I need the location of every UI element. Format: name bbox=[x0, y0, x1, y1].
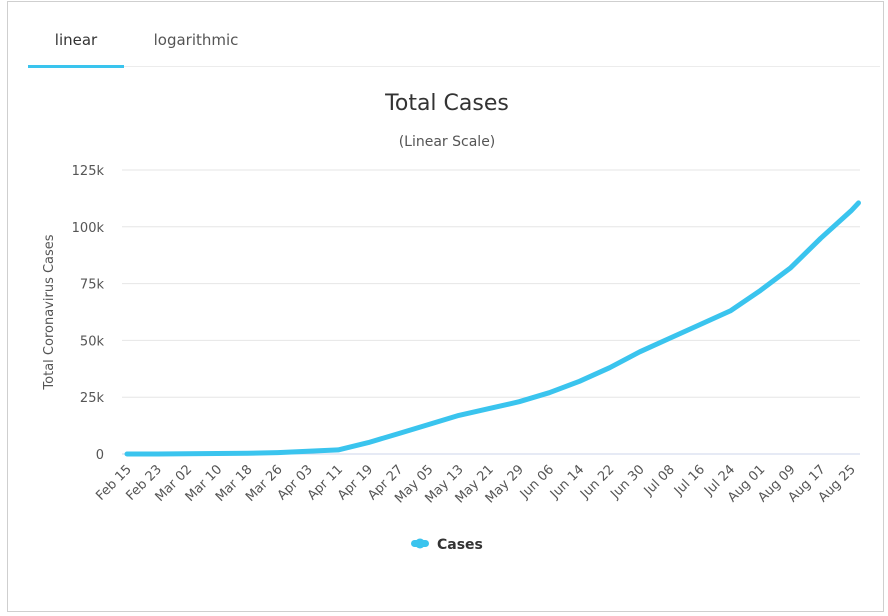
x-tick-label: Jun 30 bbox=[607, 462, 647, 502]
scale-tabs: linear logarithmic bbox=[28, 20, 880, 68]
x-tick-label: Jun 22 bbox=[577, 462, 617, 502]
x-tick-label: Jun 14 bbox=[547, 462, 587, 502]
y-tick-label: 100k bbox=[72, 221, 105, 236]
chart-title: Total Cases bbox=[384, 91, 509, 116]
y-axis-ticks: 0 25k 50k 75k 100k 125k bbox=[72, 164, 105, 463]
x-tick-label: Jul 08 bbox=[641, 462, 678, 499]
tab-logarithmic[interactable]: logarithmic bbox=[153, 31, 239, 49]
y-tick-label: 75k bbox=[80, 278, 105, 293]
x-tick-label: Jul 16 bbox=[671, 462, 708, 499]
legend-label-cases[interactable]: Cases bbox=[437, 537, 483, 553]
y-axis-label: Total Coronavirus Cases bbox=[42, 234, 57, 390]
y-tick-label: 50k bbox=[80, 334, 105, 349]
chart-subtitle: (Linear Scale) bbox=[399, 134, 496, 150]
series-line-cases bbox=[124, 200, 861, 457]
y-tick-label: 25k bbox=[80, 391, 105, 406]
y-tick-label: 125k bbox=[72, 164, 105, 179]
legend-marker-cases bbox=[415, 538, 425, 549]
legend[interactable]: Cases bbox=[411, 537, 483, 553]
series-cases bbox=[124, 200, 861, 457]
gridlines bbox=[122, 169, 860, 455]
x-tick-label: Jun 06 bbox=[517, 462, 557, 502]
tab-linear[interactable]: linear bbox=[28, 20, 124, 68]
y-tick-label: 0 bbox=[96, 448, 104, 463]
